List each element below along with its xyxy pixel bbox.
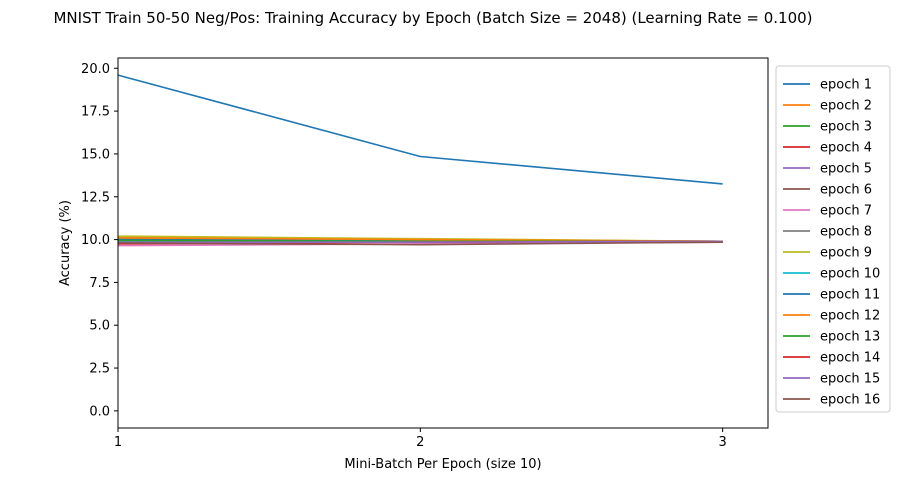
legend-label-epoch-12: epoch 12 [820,309,880,324]
legend-label-epoch-4: epoch 4 [820,141,872,156]
legend-label-epoch-8: epoch 8 [820,225,872,240]
series-line-epoch-15 [118,240,723,243]
legend-label-epoch-2: epoch 2 [820,99,872,114]
y-tick-label: 2.5 [89,362,110,377]
series-line-epoch-16 [117,241,723,246]
legend-label-epoch-7: epoch 7 [820,204,872,219]
y-tick-label: 15.0 [81,147,110,162]
y-tick-label: 17.5 [81,105,110,120]
legend-label-epoch-1: epoch 1 [820,78,872,93]
legend-label-epoch-14: epoch 14 [820,351,880,366]
x-tick-label: 2 [416,435,424,450]
legend-label-epoch-16: epoch 16 [820,393,880,408]
legend-label-epoch-9: epoch 9 [820,246,872,261]
legend-label-epoch-5: epoch 5 [820,162,872,177]
y-tick-label: 7.5 [89,276,110,291]
legend-label-epoch-3: epoch 3 [820,120,872,135]
chart-title: MNIST Train 50-50 Neg/Pos: Training Accu… [53,9,812,27]
plot-area [117,74,723,247]
x-axis: 1 2 3 [114,428,727,450]
legend-label-epoch-11: epoch 11 [820,288,880,303]
legend-box [775,65,891,413]
legend-label-epoch-15: epoch 15 [820,372,880,387]
y-tick-label: 10.0 [81,233,110,248]
plot-frame [117,57,769,429]
series-line-epoch-1 [117,74,723,185]
x-tick-label: 3 [719,435,727,450]
y-tick-label: 0.0 [89,404,110,419]
x-axis-label: Mini-Batch Per Epoch (size 10) [344,457,541,472]
y-axis: 0.0 2.5 5.0 7.5 10.0 12.5 15.0 17.5 20.0 [81,62,118,419]
legend-label-epoch-10: epoch 10 [820,267,880,282]
legend-label-epoch-13: epoch 13 [820,330,880,345]
y-tick-label: 12.5 [81,190,110,205]
y-tick-label: 20.0 [81,62,110,77]
legend: epoch 1 epoch 2 epoch 3 epoch 4 epoch 5 epoch… [775,65,891,413]
legend-label-epoch-6: epoch 6 [820,183,872,198]
y-axis-label: Accuracy (%) [58,200,73,286]
y-tick-label: 5.0 [89,319,110,334]
x-tick-label: 1 [114,435,122,450]
